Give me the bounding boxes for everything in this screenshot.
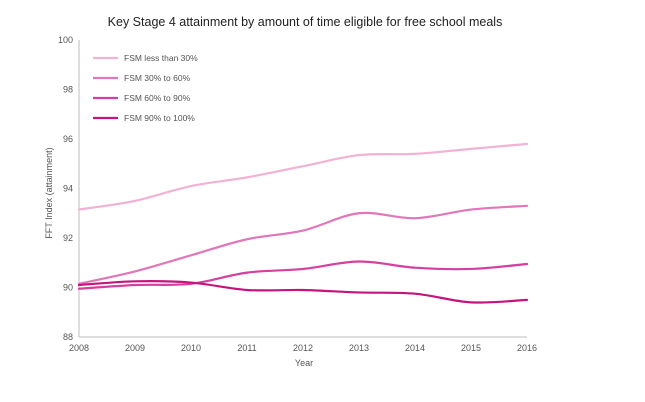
legend-label-2: FSM 30% to 60% <box>124 73 191 83</box>
series-line-2 <box>77 204 529 285</box>
y-tick-label: 94 <box>63 184 73 194</box>
legend-label-4: FSM 90% to 100% <box>124 113 195 123</box>
axes: 88 90 92 94 96 98 100 2008 2009 2010 2011 2012 2013 2… <box>58 35 537 353</box>
legend-label-3: FSM 60% to 90% <box>124 93 191 103</box>
y-axis-label: FFT Index (attainment) <box>44 147 54 238</box>
y-tick-label: 90 <box>63 283 73 293</box>
x-tick-label: 2010 <box>181 343 201 353</box>
x-axis-label: Year <box>295 358 313 368</box>
legend: FSM less than 30% FSM 30% to 60% FSM 60% t… <box>93 53 198 123</box>
legend-label-1: FSM less than 30% <box>124 53 198 63</box>
x-tick-label: 2011 <box>237 343 256 353</box>
series-line-3 <box>77 260 529 290</box>
series-line-1 <box>77 142 529 211</box>
y-tick-label: 96 <box>63 134 73 144</box>
y-tick-label: 92 <box>63 233 73 243</box>
series-line-4 <box>77 280 529 304</box>
x-tick-label: 2012 <box>293 343 313 353</box>
x-tick-label: 2008 <box>69 343 89 353</box>
x-tick-label: 2015 <box>461 343 481 353</box>
x-tick-label: 2009 <box>125 343 145 353</box>
y-tick-label: 100 <box>58 35 73 45</box>
x-tick-label: 2014 <box>405 343 425 353</box>
series-layer <box>77 142 529 304</box>
y-tick-label: 88 <box>63 332 73 342</box>
x-tick-label: 2016 <box>517 343 537 353</box>
x-tick-label: 2013 <box>349 343 369 353</box>
y-tick-label: 98 <box>63 85 73 95</box>
chart-title: Key Stage 4 attainment by amount of time… <box>108 15 503 29</box>
